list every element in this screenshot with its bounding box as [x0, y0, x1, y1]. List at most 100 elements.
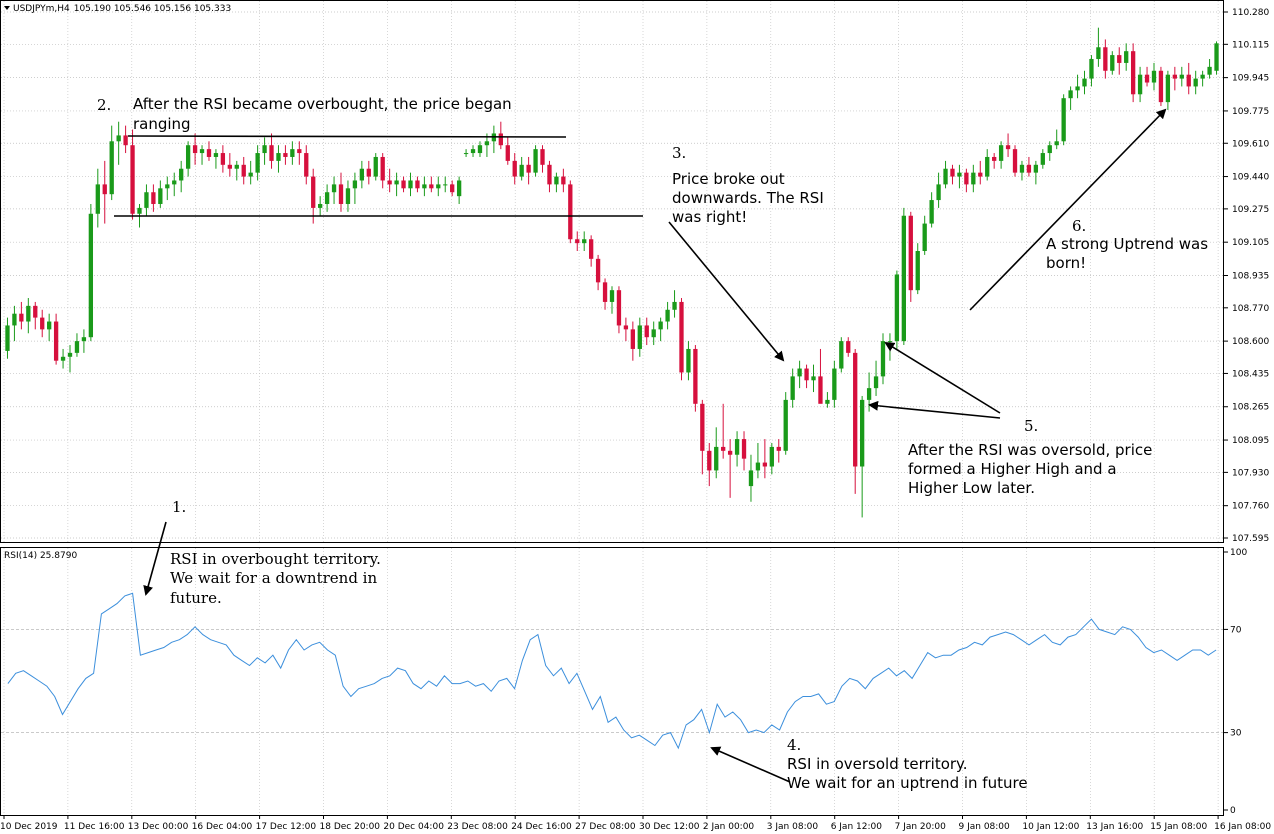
candle — [477, 141, 483, 157]
candle — [630, 321, 635, 361]
candle — [1179, 66, 1184, 87]
rsi-tick-label: 30 — [1230, 729, 1242, 739]
rsi-tick-label: 100 — [1230, 548, 1247, 558]
time-tick-label: 20 Dec 04:00 — [383, 822, 444, 832]
candle-body — [5, 325, 10, 351]
svg-text:RSI in overbought territory.: RSI in overbought territory. — [170, 550, 381, 568]
candle — [575, 231, 580, 252]
candle — [533, 145, 538, 177]
price-tick-label: 109.275 — [1232, 205, 1269, 215]
candle-body — [533, 149, 538, 173]
candle — [755, 442, 761, 479]
time-tick-label: 10 Dec 2019 — [0, 822, 58, 832]
svg-text:3.: 3. — [672, 144, 686, 162]
candle-body — [797, 368, 802, 377]
candle — [192, 133, 198, 165]
candle-body — [1061, 98, 1066, 142]
price-tick-label: 107.760 — [1232, 502, 1269, 512]
candle-body — [589, 239, 594, 259]
time-tick-label: 9 Jan 08:00 — [959, 822, 1011, 832]
candle — [359, 160, 365, 189]
candle — [158, 180, 163, 208]
svg-text:6.: 6. — [1072, 217, 1086, 235]
candle — [1033, 160, 1039, 185]
candle-body — [74, 341, 80, 353]
candle-body — [790, 376, 795, 400]
candle — [297, 141, 302, 165]
candle — [102, 160, 107, 224]
candle — [199, 145, 205, 165]
annotation-5: 5. After the RSI was oversold, price for… — [908, 417, 1152, 497]
candle — [547, 160, 552, 193]
candle — [67, 345, 73, 373]
candle — [1040, 149, 1045, 169]
candle — [380, 153, 385, 189]
candle-body — [241, 164, 246, 177]
candle-body — [81, 337, 87, 342]
candle — [123, 125, 128, 154]
dropdown-triangle-icon[interactable] — [4, 6, 10, 10]
candle-body — [297, 149, 302, 154]
time-tick-label: 3 Jan 08:00 — [767, 822, 819, 832]
candle — [839, 337, 844, 373]
price-tick-label: 108.600 — [1232, 337, 1269, 347]
candle — [311, 168, 316, 224]
candle — [880, 333, 886, 385]
candle — [957, 164, 962, 189]
candle — [609, 286, 615, 314]
candle-body — [1186, 74, 1191, 87]
candle — [901, 207, 906, 346]
price-grid — [1, 1, 1223, 815]
candle — [929, 192, 934, 228]
candle-body — [693, 348, 698, 404]
candle — [846, 337, 851, 357]
candle-body — [832, 368, 837, 400]
candle-body — [637, 325, 642, 349]
candle — [595, 254, 601, 291]
candle-body — [859, 399, 865, 467]
candle-body — [324, 192, 330, 204]
candle — [227, 153, 232, 177]
candle-body — [352, 180, 358, 189]
time-tick-label: 27 Dec 08:00 — [575, 822, 636, 832]
candle — [873, 360, 879, 396]
svg-text:1.: 1. — [172, 498, 186, 516]
candle-body — [1110, 55, 1115, 71]
candle-body — [137, 207, 142, 214]
candle — [505, 137, 510, 165]
svg-text:formed a Higher High and a: formed a Higher High and a — [908, 460, 1117, 478]
candle-body — [227, 164, 232, 169]
candle-body — [929, 200, 934, 224]
candle-body — [818, 376, 823, 404]
candle-body — [540, 149, 545, 165]
candle — [95, 168, 100, 228]
rsi-series[interactable] — [7, 592, 1217, 750]
arrow-uptrend — [969, 108, 1167, 311]
candle — [978, 160, 983, 185]
candles[interactable] — [5, 27, 1219, 518]
candle-body — [1200, 74, 1205, 79]
candle-body — [547, 164, 552, 185]
candle — [422, 176, 427, 197]
svg-text:RSI in oversold territory.: RSI in oversold territory. — [787, 755, 968, 773]
candle-body — [456, 180, 462, 197]
candle-body — [1033, 164, 1039, 173]
candle-body — [575, 239, 580, 244]
candle — [1026, 156, 1032, 177]
candle — [304, 145, 309, 185]
candle-body — [971, 172, 976, 185]
candle-body — [1082, 78, 1087, 87]
candle-body — [894, 274, 900, 342]
candle — [589, 235, 594, 267]
candle — [1200, 70, 1205, 87]
candle-body — [185, 145, 191, 169]
candle-body — [172, 180, 177, 185]
candle-body — [158, 188, 163, 204]
rsi-tick-label: 70 — [1230, 625, 1242, 635]
arrow-oversold — [710, 746, 791, 783]
candle — [1214, 41, 1219, 75]
candle — [12, 305, 17, 342]
svg-text:Higher Low later.: Higher Low later. — [908, 479, 1035, 497]
candle — [908, 211, 913, 302]
